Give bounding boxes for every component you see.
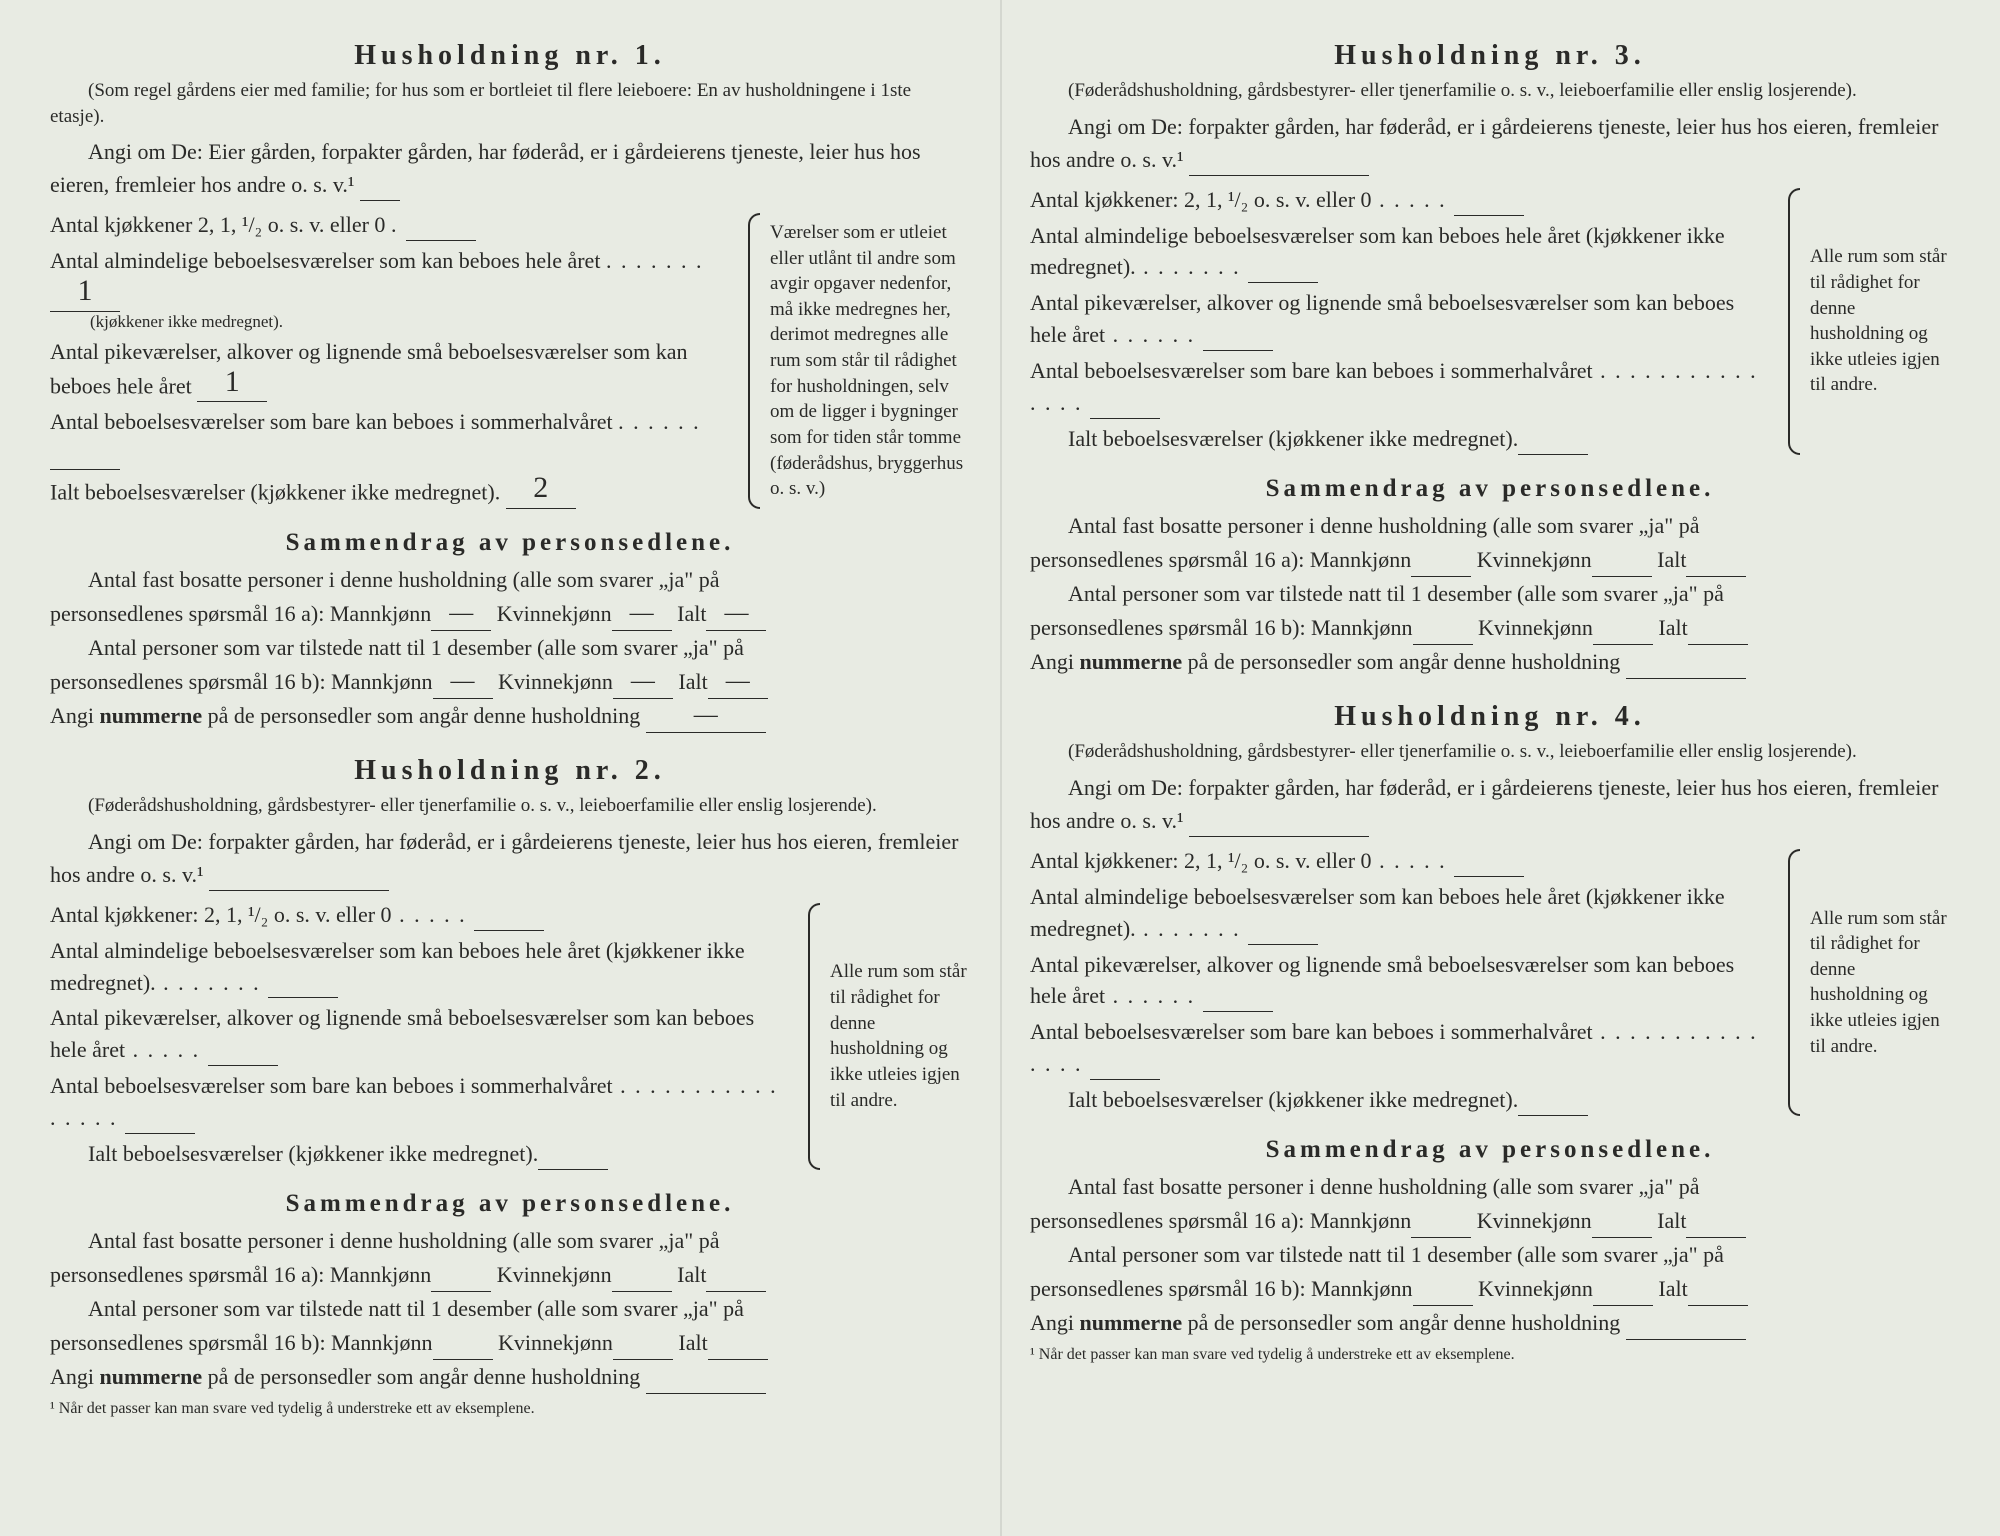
brace-icon bbox=[1782, 184, 1804, 459]
brace-icon bbox=[1782, 845, 1804, 1120]
h1-r4-value[interactable] bbox=[50, 442, 120, 470]
h1-desc: (Som regel gårdens eier med familie; for… bbox=[50, 78, 970, 129]
h1-r4: Antal beboelsesværelser som bare kan beb… bbox=[50, 406, 730, 470]
h4-title: Husholdning nr. 4. bbox=[1030, 701, 1950, 733]
household-1: Husholdning nr. 1. (Som regel gårdens ei… bbox=[50, 40, 970, 733]
h2-sidenote: Alle rum som står til rådighet for denne… bbox=[802, 899, 970, 1174]
h1-r5: Ialt beboelsesværelser (kjøkkener ikke m… bbox=[50, 474, 730, 509]
h1-rooms-block: Antal kjøkkener 2, 1, ¹/₂ o. s. v. eller… bbox=[50, 209, 970, 512]
household-4: Husholdning nr. 4. (Føderådshusholdning,… bbox=[1030, 701, 1950, 1364]
h2-angi: Angi om De: forpakter gården, har føderå… bbox=[50, 825, 970, 891]
h2-rooms-left: Antal kjøkkener: 2, 1, ¹/₂ o. s. v. elle… bbox=[50, 899, 790, 1174]
blank[interactable] bbox=[360, 173, 400, 201]
h1-r3: Antal pikeværelser, alkover og lignende … bbox=[50, 336, 730, 402]
h2-title: Husholdning nr. 2. bbox=[50, 755, 970, 787]
footnote-left: ¹ Når det passer kan man svare ved tydel… bbox=[50, 1400, 970, 1418]
brace-icon bbox=[742, 209, 764, 512]
h1-r2: Antal almindelige beboelsesværelser som … bbox=[50, 245, 730, 332]
h1-r1: Antal kjøkkener 2, 1, ¹/₂ o. s. v. eller… bbox=[50, 209, 730, 241]
h1-r2-value[interactable]: 1 bbox=[50, 277, 120, 312]
household-3: Husholdning nr. 3. (Føderådshusholdning,… bbox=[1030, 40, 1950, 679]
h1-r1-value[interactable] bbox=[406, 213, 476, 241]
s1-l3: Angi nummerne på de personsedler som ang… bbox=[50, 699, 970, 733]
h4-rooms-block: Antal kjøkkener: 2, 1, ¹/₂ o. s. v. elle… bbox=[1030, 845, 1950, 1120]
left-column: Husholdning nr. 1. (Som regel gårdens ei… bbox=[50, 40, 970, 1506]
s1-l2b: personsedlenes spørsmål 16 b): Mannkjønn… bbox=[50, 665, 970, 699]
h1-r2-sub: (kjøkkener ikke medregnet). bbox=[50, 312, 730, 332]
page-root: Husholdning nr. 1. (Som regel gårdens ei… bbox=[0, 0, 2000, 1536]
h1-rooms-left: Antal kjøkkener 2, 1, ¹/₂ o. s. v. eller… bbox=[50, 209, 730, 512]
s1-l2a: Antal personer som var tilstede natt til… bbox=[50, 631, 970, 665]
footnote-right: ¹ Når det passer kan man svare ved tydel… bbox=[1030, 1346, 1950, 1364]
right-column: Husholdning nr. 3. (Føderådshusholdning,… bbox=[1030, 40, 1950, 1506]
h1-angi: Angi om De: Eier gården, forpakter gårde… bbox=[50, 135, 970, 201]
summary-title-2: Sammendrag av personsedlene. bbox=[50, 1190, 970, 1218]
s1-l1b: personsedlenes spørsmål 16 a): Mannkjønn… bbox=[50, 597, 970, 631]
s1-l1a: Antal fast bosatte personer i denne hush… bbox=[50, 563, 970, 597]
h3-title: Husholdning nr. 3. bbox=[1030, 40, 1950, 72]
h2-desc: (Føderådshusholdning, gårdsbestyrer- ell… bbox=[50, 793, 970, 819]
h1-sidenote: Værelser som er utleiet eller utlånt til… bbox=[742, 209, 970, 512]
summary-title-1: Sammendrag av personsedlene. bbox=[50, 529, 970, 557]
household-2: Husholdning nr. 2. (Føderådshusholdning,… bbox=[50, 755, 970, 1418]
h3-rooms-block: Antal kjøkkener: 2, 1, ¹/₂ o. s. v. elle… bbox=[1030, 184, 1950, 459]
h1-r5-value[interactable]: 2 bbox=[506, 474, 576, 509]
h1-title: Husholdning nr. 1. bbox=[50, 40, 970, 72]
brace-icon bbox=[802, 899, 824, 1174]
h2-rooms-block: Antal kjøkkener: 2, 1, ¹/₂ o. s. v. elle… bbox=[50, 899, 970, 1174]
h1-r3-value[interactable]: 1 bbox=[197, 368, 267, 403]
h1-angi-text: Angi om De: Eier gården, forpakter gårde… bbox=[50, 139, 921, 197]
